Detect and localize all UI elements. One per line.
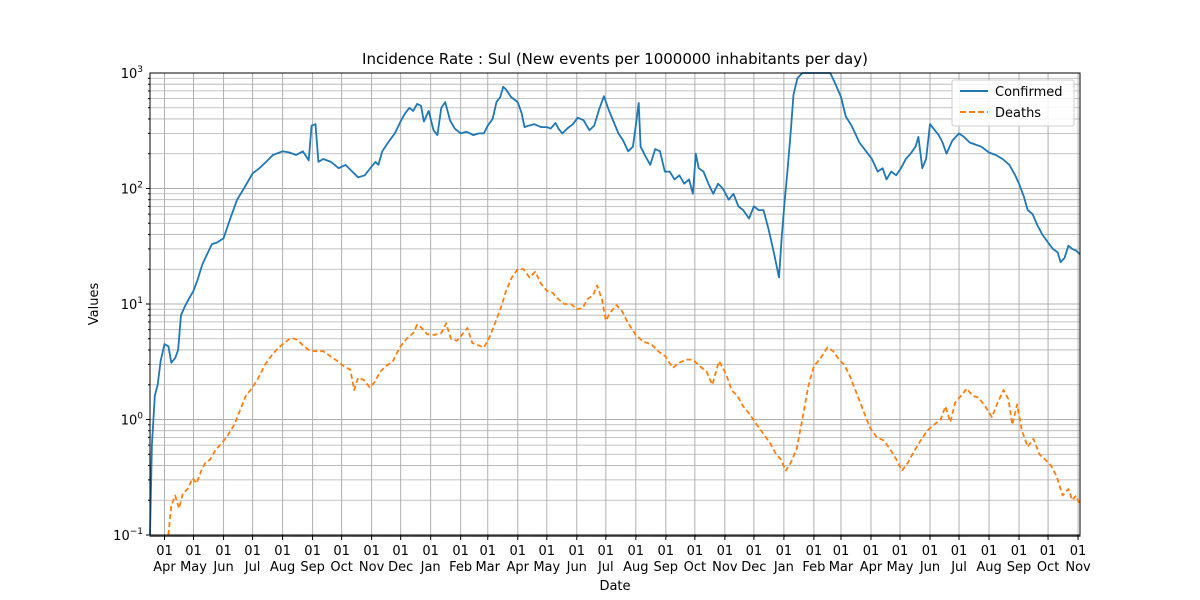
x-tick-month: Nov xyxy=(1065,560,1091,575)
x-tick-day: 01 xyxy=(304,544,321,559)
x-tick-day: 01 xyxy=(333,544,350,559)
x-tick-day: 01 xyxy=(539,544,556,559)
x-tick-day: 01 xyxy=(863,544,880,559)
y-tick-base: 10 xyxy=(121,183,138,198)
legend-label-deaths: Deaths xyxy=(995,106,1041,121)
x-tick-day: 01 xyxy=(598,544,615,559)
x-tick-month: Apr xyxy=(506,560,529,575)
x-tick-day: 01 xyxy=(392,544,409,559)
y-tick-exponent: 0 xyxy=(137,412,143,422)
x-tick-day: 01 xyxy=(1070,544,1087,559)
x-tick-month: May xyxy=(533,560,560,575)
x-tick-month: Feb xyxy=(802,560,825,575)
x-tick-month: Aug xyxy=(976,560,1001,575)
x-tick-day: 01 xyxy=(509,544,526,559)
x-tick-month: Jul xyxy=(950,560,967,575)
x-tick-month: Mar xyxy=(475,560,500,575)
y-tick-base: 10 xyxy=(121,414,138,429)
x-tick-month: Jun xyxy=(919,560,940,575)
x-tick-day: 01 xyxy=(658,544,675,559)
x-tick-month: Oct xyxy=(1037,560,1059,575)
y-tick-base: 10 xyxy=(121,67,138,82)
x-tick-day: 01 xyxy=(833,544,850,559)
y-tick-base: 10 xyxy=(121,298,138,313)
x-tick-month: Sep xyxy=(654,560,679,575)
x-tick-month: Feb xyxy=(449,560,472,575)
y-tick-label: 103 xyxy=(121,65,143,82)
ticks: 10−110010110210301Apr01May01Jun01Jul01Au… xyxy=(113,65,1091,575)
y-tick-exponent: 1 xyxy=(137,296,143,306)
x-tick-month: Dec xyxy=(741,560,766,575)
x-tick-day: 01 xyxy=(951,544,968,559)
x-tick-month: Jul xyxy=(597,560,614,575)
x-tick-month: Dec xyxy=(388,560,413,575)
x-tick-day: 01 xyxy=(422,544,439,559)
x-tick-month: Jun xyxy=(212,560,233,575)
x-tick-month: Sep xyxy=(1007,560,1032,575)
series-line-confirmed xyxy=(149,72,1081,536)
legend-label-confirmed: Confirmed xyxy=(995,85,1063,100)
chart-title: Incidence Rate : Sul (New events per 100… xyxy=(362,50,868,68)
x-tick-month: Jun xyxy=(566,560,587,575)
legend: Confirmed Deaths xyxy=(951,79,1075,127)
x-tick-day: 01 xyxy=(981,544,998,559)
x-tick-month: Apr xyxy=(153,560,176,575)
x-tick-day: 01 xyxy=(569,544,586,559)
x-tick-day: 01 xyxy=(1011,544,1028,559)
x-tick-day: 01 xyxy=(1040,544,1057,559)
x-tick-day: 01 xyxy=(806,544,823,559)
x-tick-day: 01 xyxy=(452,544,469,559)
y-tick-base: 10 xyxy=(113,529,130,544)
x-tick-day: 01 xyxy=(687,544,704,559)
x-tick-month: Aug xyxy=(270,560,295,575)
x-tick-day: 01 xyxy=(244,544,261,559)
x-tick-month: Sep xyxy=(300,560,325,575)
x-tick-month: Oct xyxy=(684,560,706,575)
x-tick-day: 01 xyxy=(892,544,909,559)
series-line-deaths xyxy=(167,268,1081,536)
series-layer xyxy=(149,72,1081,536)
x-tick-day: 01 xyxy=(776,544,793,559)
x-tick-day: 01 xyxy=(479,544,496,559)
x-tick-day: 01 xyxy=(922,544,939,559)
x-tick-month: May xyxy=(887,560,914,575)
y-tick-label: 102 xyxy=(121,181,143,198)
x-tick-month: Jan xyxy=(773,560,794,575)
y-tick-label: 10−1 xyxy=(113,527,143,544)
x-tick-day: 01 xyxy=(215,544,232,559)
x-tick-day: 01 xyxy=(363,544,380,559)
y-tick-label: 101 xyxy=(121,296,143,313)
y-tick-label: 100 xyxy=(121,412,144,429)
x-tick-month: May xyxy=(180,560,207,575)
x-tick-day: 01 xyxy=(717,544,734,559)
x-axis-label: Date xyxy=(599,579,630,594)
y-tick-exponent: 2 xyxy=(137,181,143,191)
y-tick-exponent: −1 xyxy=(130,527,143,537)
x-tick-month: Oct xyxy=(330,560,352,575)
x-tick-month: Nov xyxy=(712,560,738,575)
x-tick-month: Jul xyxy=(244,560,261,575)
x-tick-month: Jan xyxy=(420,560,441,575)
x-tick-month: Apr xyxy=(860,560,883,575)
x-tick-day: 01 xyxy=(185,544,202,559)
y-axis-label: Values xyxy=(87,283,102,326)
x-tick-day: 01 xyxy=(156,544,173,559)
x-tick-month: Mar xyxy=(829,560,854,575)
x-tick-month: Nov xyxy=(359,560,385,575)
x-tick-day: 01 xyxy=(746,544,763,559)
x-tick-day: 01 xyxy=(274,544,291,559)
grid xyxy=(150,73,1080,536)
y-tick-exponent: 3 xyxy=(137,65,143,75)
x-tick-month: Aug xyxy=(623,560,648,575)
x-tick-day: 01 xyxy=(628,544,645,559)
